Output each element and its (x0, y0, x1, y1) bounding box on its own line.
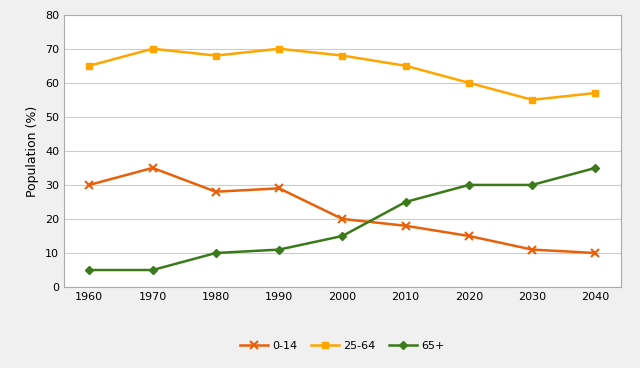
0-14 (212, 190, 220, 194)
65+ (591, 166, 599, 170)
Line: 0-14: 0-14 (85, 164, 600, 257)
65+ (212, 251, 220, 255)
0-14 (339, 217, 346, 221)
0-14 (275, 186, 283, 191)
25-64 (465, 81, 473, 85)
Line: 25-64: 25-64 (86, 45, 599, 103)
65+ (148, 268, 156, 272)
0-14 (465, 234, 473, 238)
0-14 (86, 183, 93, 187)
Y-axis label: Population (%): Population (%) (26, 105, 40, 197)
0-14 (148, 166, 156, 170)
0-14 (402, 223, 410, 228)
0-14 (529, 247, 536, 252)
65+ (86, 268, 93, 272)
Legend: 0-14, 25-64, 65+: 0-14, 25-64, 65+ (236, 336, 449, 355)
65+ (465, 183, 473, 187)
25-64 (148, 46, 156, 51)
25-64 (529, 98, 536, 102)
25-64 (402, 64, 410, 68)
65+ (339, 234, 346, 238)
65+ (529, 183, 536, 187)
65+ (402, 200, 410, 204)
Line: 65+: 65+ (86, 165, 598, 273)
0-14 (591, 251, 599, 255)
25-64 (591, 91, 599, 95)
25-64 (212, 53, 220, 58)
25-64 (275, 46, 283, 51)
65+ (275, 247, 283, 252)
25-64 (339, 53, 346, 58)
25-64 (86, 64, 93, 68)
